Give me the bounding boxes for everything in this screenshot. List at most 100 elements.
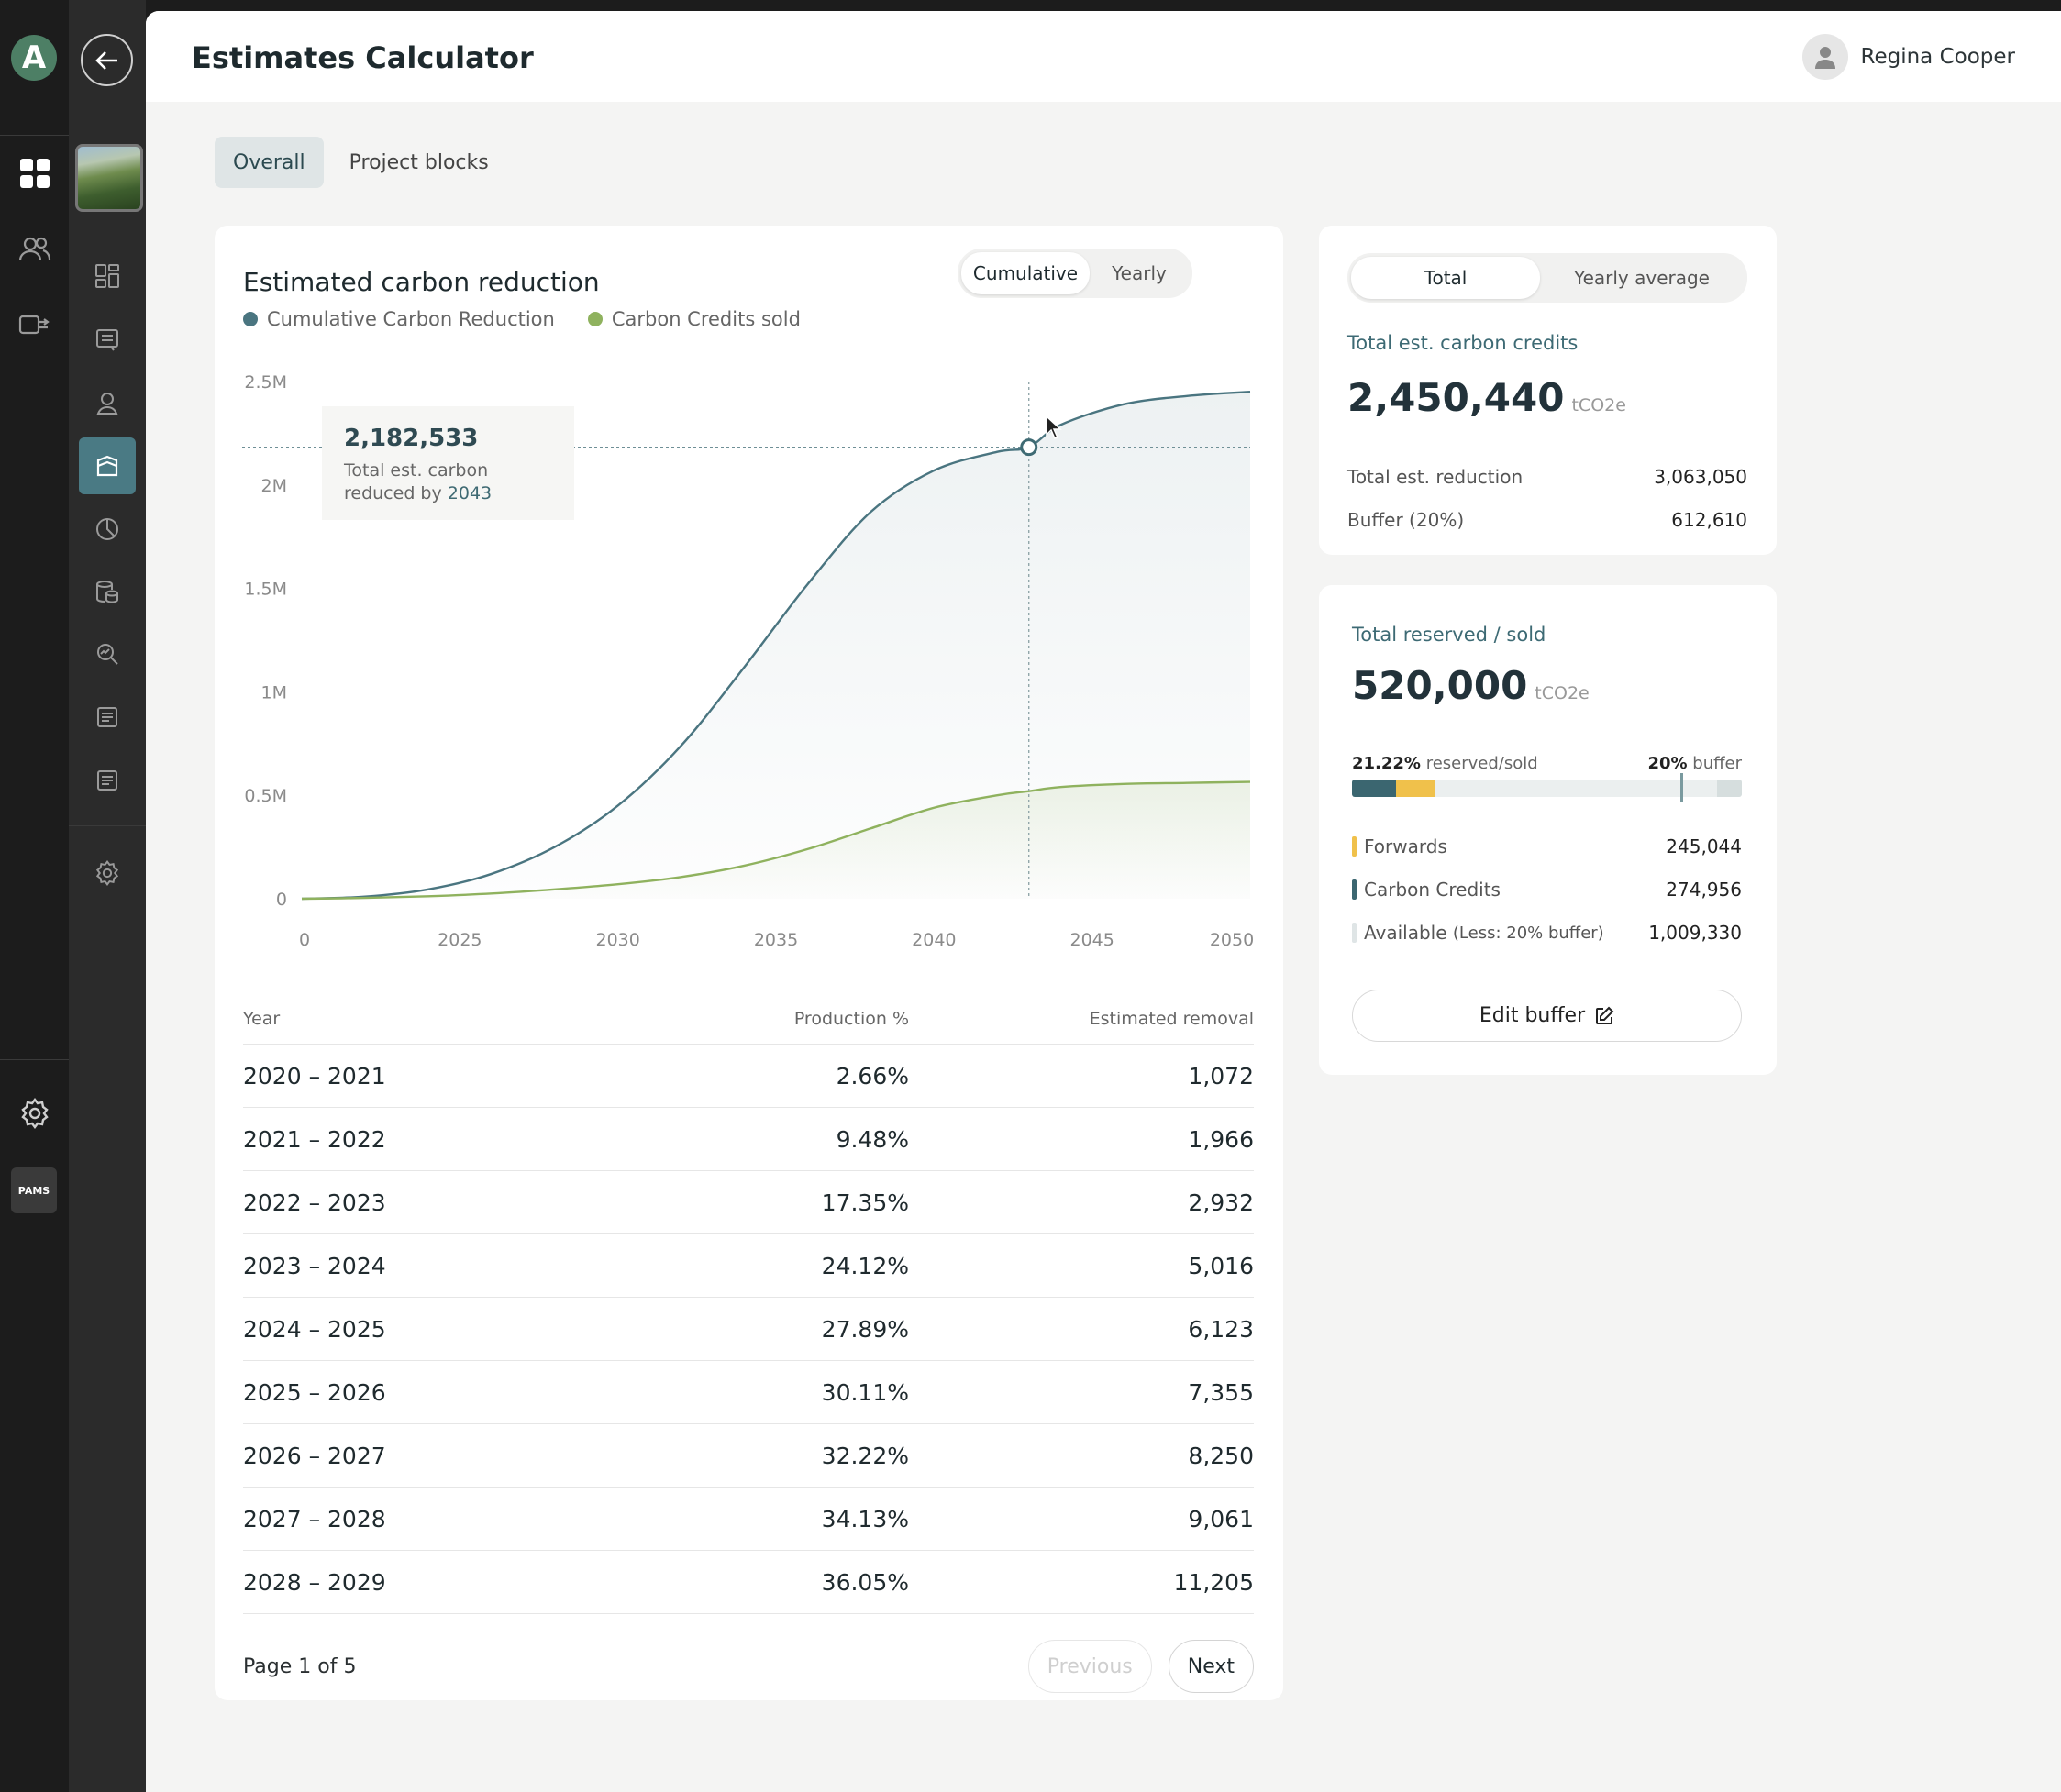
x-tick-label: 2025	[438, 930, 482, 950]
main-content: Estimates Calculator Regina Cooper Overa…	[146, 11, 2061, 1792]
y-tick-label: 0.5M	[244, 786, 287, 806]
x-tick-label: 2045	[1069, 930, 1114, 950]
next-button[interactable]: Next	[1168, 1640, 1254, 1693]
toggle-cumulative[interactable]: Cumulative	[961, 252, 1090, 294]
table-cell: 1,072	[1188, 1062, 1254, 1090]
x-tick-label: 2030	[595, 930, 639, 950]
tooltip-value: 2,182,533	[344, 425, 479, 452]
table-cell: 1,966	[1188, 1125, 1254, 1153]
coins-icon[interactable]	[79, 563, 136, 620]
table-cell: 9.48%	[836, 1125, 909, 1153]
table-cell: 2023 – 2024	[243, 1252, 386, 1279]
report-icon[interactable]	[79, 689, 136, 746]
chart-tooltip: 2,182,533 Total est. carbon reduced by 2…	[322, 406, 574, 520]
table-cell: 11,205	[1173, 1568, 1254, 1596]
top-bar: Estimates Calculator Regina Cooper	[146, 11, 2061, 102]
legend-dot	[587, 312, 603, 326]
table-cell: 30.11%	[821, 1378, 909, 1406]
table-cell: 2025 – 2026	[243, 1378, 386, 1406]
mouse-cursor-icon	[1046, 415, 1062, 439]
legend-item-cumulative: Cumulative Carbon Reduction	[243, 308, 555, 330]
pams-logo[interactable]: PAMS	[11, 1167, 57, 1213]
legend-dot	[243, 312, 258, 326]
secondary-sidebar	[69, 0, 146, 1792]
table-cell: 27.89%	[821, 1315, 909, 1343]
x-tick-label: 2040	[912, 930, 956, 950]
table-row: 2025 – 2026 30.11% 7,355	[243, 1361, 1254, 1424]
highlight-point	[1020, 438, 1038, 457]
table-row: 2026 – 2027 32.22% 8,250	[243, 1424, 1254, 1488]
chart-legend: Cumulative Carbon Reduction Carbon Credi…	[243, 308, 801, 330]
settings-icon[interactable]	[79, 845, 136, 902]
table-cell: 2028 – 2029	[243, 1568, 386, 1596]
col-year[interactable]: Year	[243, 1009, 281, 1029]
table-row: 2020 – 2021 2.66% 1,072	[243, 1045, 1254, 1108]
carbon-credits-row: Carbon Credits 274,956	[1352, 879, 1742, 901]
total-toggle: Total Yearly average	[1347, 253, 1747, 303]
project-icon[interactable]	[79, 437, 136, 494]
report-alt-icon[interactable]	[79, 752, 136, 809]
unit: tCO2e	[1571, 395, 1626, 415]
pagination: Page 1 of 5 Previous Next	[243, 1639, 1254, 1694]
grid-icon[interactable]	[79, 248, 136, 304]
table-cell: 34.13%	[821, 1505, 909, 1532]
location-icon[interactable]	[79, 374, 136, 431]
chart-title: Estimated carbon reduction	[243, 267, 600, 297]
table-cell: 2022 – 2023	[243, 1189, 386, 1216]
dashboard-icon[interactable]	[11, 149, 59, 197]
pie-chart-icon[interactable]	[79, 501, 136, 558]
app-logo[interactable]: A	[11, 35, 57, 81]
tooltip-text: Total est. carbon reduced by 2043	[344, 460, 493, 503]
divider	[0, 1059, 69, 1060]
bar-buffer	[1716, 780, 1742, 797]
table-cell: 32.22%	[821, 1442, 909, 1469]
user-menu[interactable]: Regina Cooper	[1801, 34, 2015, 80]
tab-bar: Overall Project blocks	[215, 137, 507, 188]
swatch	[1352, 836, 1357, 857]
reserved-label: Total reserved / sold	[1352, 624, 1546, 646]
primary-sidebar: A PAMS	[0, 0, 69, 1792]
previous-button[interactable]: Previous	[1027, 1640, 1152, 1693]
settings-icon[interactable]	[11, 1090, 59, 1137]
total-credits-card: Total Yearly average Total est. carbon c…	[1319, 226, 1777, 555]
reserved-progress-bar	[1352, 780, 1742, 797]
table-row: 2021 – 2022 9.48% 1,966	[243, 1108, 1254, 1171]
table-cell: 2,932	[1188, 1189, 1254, 1216]
x-tick-label: 2050	[1210, 930, 1254, 950]
user-name: Regina Cooper	[1860, 45, 2015, 69]
col-production[interactable]: Production %	[793, 1009, 909, 1029]
toggle-yearly[interactable]: Yearly	[1112, 262, 1167, 284]
chart-mode-toggle: Cumulative Yearly	[958, 249, 1192, 298]
users-icon[interactable]	[11, 226, 59, 273]
edit-buffer-button[interactable]: Edit buffer	[1352, 990, 1742, 1042]
back-button[interactable]	[81, 34, 133, 86]
available-row: Available (Less: 20% buffer) 1,009,330	[1352, 922, 1742, 944]
toggle-yearly-average[interactable]: Yearly average	[1574, 267, 1710, 289]
y-tick-label: 1.5M	[244, 580, 287, 600]
divider	[0, 135, 69, 136]
tab-overall[interactable]: Overall	[215, 137, 324, 188]
table-row: 2028 – 2029 36.05% 11,205	[243, 1551, 1254, 1614]
list-icon[interactable]	[79, 311, 136, 368]
toggle-total[interactable]: Total	[1351, 257, 1540, 299]
table-cell: 7,355	[1188, 1378, 1254, 1406]
edit-icon	[1596, 1006, 1614, 1024]
reserved-sold-card: Total reserved / sold 520,000 tCO2e 21.22…	[1319, 585, 1777, 1075]
transfer-icon[interactable]	[11, 301, 59, 348]
carbon-chart[interactable]: 0 0.5M 1M 1.5M 2M 2.5M 0 2025 2030 2035 2040 2045 2…	[215, 226, 1283, 959]
page-title: Estimates Calculator	[192, 40, 534, 75]
table-cell: 2020 – 2021	[243, 1062, 386, 1090]
table-cell: 2027 – 2028	[243, 1505, 386, 1532]
table-cell: 17.35%	[821, 1189, 909, 1216]
buffer-row: Buffer (20%) 612,610	[1347, 509, 1747, 531]
table-cell: 36.05%	[821, 1568, 909, 1596]
search-analytics-icon[interactable]	[79, 625, 136, 682]
bar-forwards	[1395, 780, 1435, 797]
y-tick-label: 2.5M	[244, 372, 287, 393]
table-cell: 2021 – 2022	[243, 1125, 386, 1153]
col-estimated-removal[interactable]: Estimated removal	[1089, 1009, 1254, 1029]
tab-project-blocks[interactable]: Project blocks	[349, 150, 489, 174]
project-thumbnail[interactable]	[75, 144, 143, 212]
table-cell: 8,250	[1188, 1442, 1254, 1469]
table-cell: 2.66%	[836, 1062, 909, 1090]
